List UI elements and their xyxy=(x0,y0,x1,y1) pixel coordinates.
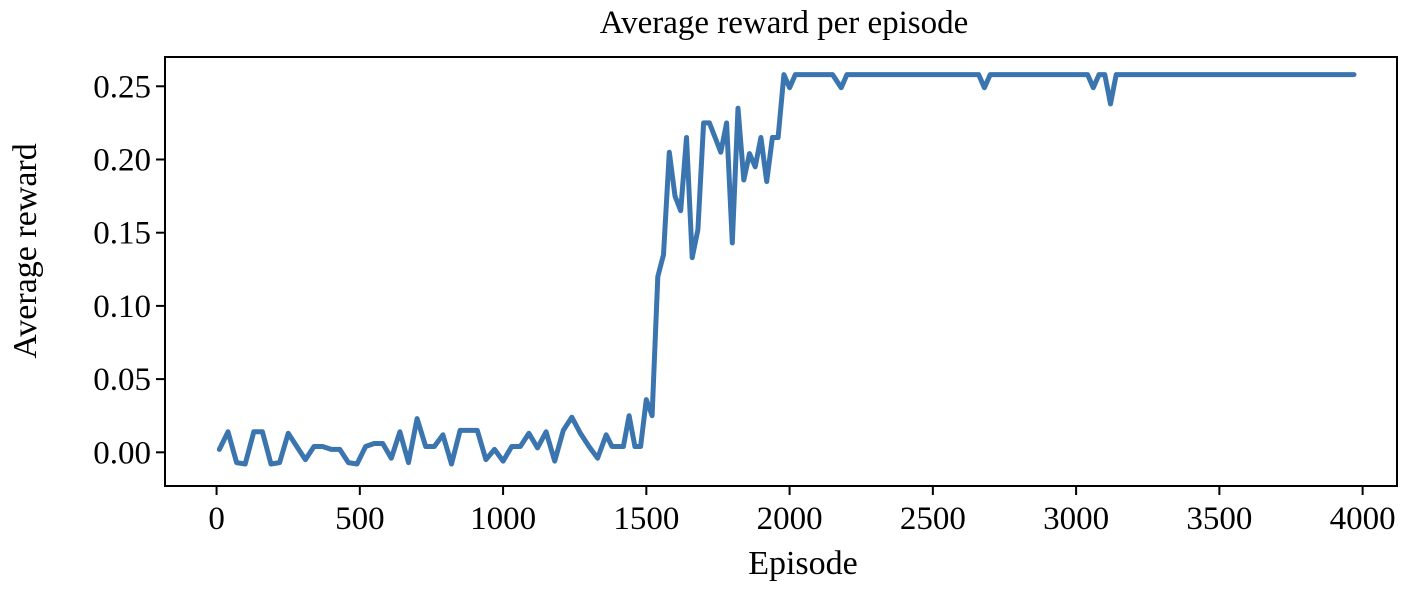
y-tick-label: 0.05 xyxy=(93,362,151,398)
chart-title: Average reward per episode xyxy=(600,5,969,41)
x-tick-label: 500 xyxy=(335,501,385,537)
x-tick-label: 2000 xyxy=(757,501,823,537)
y-tick-label: 0.00 xyxy=(93,435,151,471)
series-line-average-reward xyxy=(216,72,1357,467)
y-tick-label: 0.10 xyxy=(93,289,151,325)
x-tick-label: 0 xyxy=(208,501,225,537)
x-tick-label: 1000 xyxy=(470,501,536,537)
y-tick-label: 0.20 xyxy=(93,142,151,178)
y-axis: 0.00 0.05 0.10 0.15 0.20 0.25 xyxy=(93,69,165,471)
y-axis-label: Average reward xyxy=(7,143,44,359)
x-axis-label: Episode xyxy=(748,545,858,582)
x-tick-label: 2500 xyxy=(900,501,966,537)
x-axis: 0 500 1000 1500 2000 2500 3000 3500 4000 xyxy=(208,486,1396,537)
x-tick-label: 3000 xyxy=(1043,501,1109,537)
y-tick-label: 0.25 xyxy=(93,69,151,105)
x-tick-label: 4000 xyxy=(1330,501,1396,537)
plot-area xyxy=(164,56,1398,487)
y-tick-label: 0.15 xyxy=(93,216,151,252)
x-tick-label: 1500 xyxy=(613,501,679,537)
x-tick-label: 3500 xyxy=(1186,501,1252,537)
